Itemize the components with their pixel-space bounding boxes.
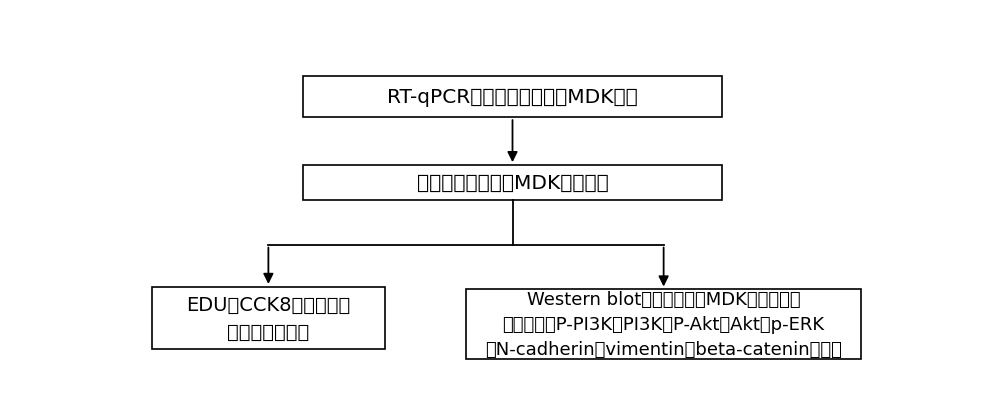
Text: Western blot分析检测干扰MDK基因表达后
的细胞系中P-PI3K，PI3K，P-Akt，Akt，p-ERK
及N-cadherin、vimentin: Western blot分析检测干扰MDK基因表达后 的细胞系中P-PI3K，P… <box>485 291 842 358</box>
FancyBboxPatch shape <box>466 290 861 360</box>
Text: RT-qPCR分析胶质瘤细胞系MDK表达: RT-qPCR分析胶质瘤细胞系MDK表达 <box>387 88 638 107</box>
Text: EDU、CCK8检测胶质瘤
细胞系增殖情况: EDU、CCK8检测胶质瘤 细胞系增殖情况 <box>186 296 351 341</box>
FancyBboxPatch shape <box>152 287 385 349</box>
FancyBboxPatch shape <box>303 76 722 118</box>
FancyBboxPatch shape <box>303 166 722 201</box>
Text: 构建敲除或过表达MDK的细胞系: 构建敲除或过表达MDK的细胞系 <box>417 173 608 192</box>
